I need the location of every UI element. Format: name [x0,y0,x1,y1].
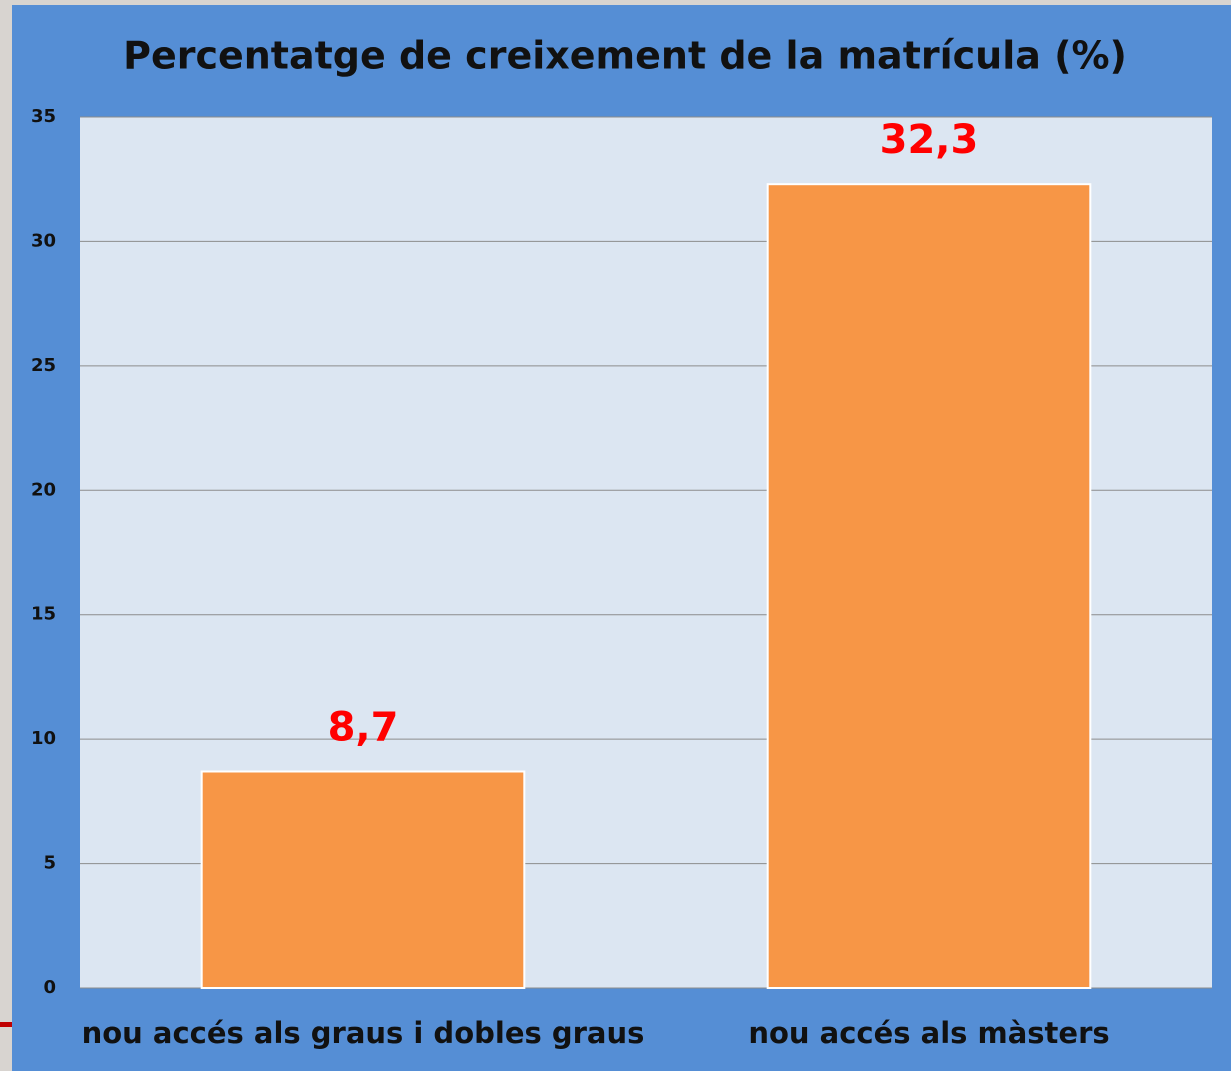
y-tick-label: 25 [31,355,56,376]
x-tick-label: nou accés als graus i dobles graus [82,1016,645,1050]
edge-accent [0,1022,14,1027]
data-label: 32,3 [880,117,979,163]
y-tick-label: 35 [31,106,56,127]
y-tick-label: 0 [43,977,56,998]
y-tick-label: 10 [31,728,56,749]
y-tick-label: 30 [31,230,56,251]
y-tick-label: 5 [43,853,56,874]
data-label: 8,7 [328,704,399,750]
chart-title: Percentatge de creixement de la matrícul… [123,34,1127,78]
y-tick-label: 15 [31,604,56,625]
bar [766,183,1092,990]
x-tick-label: nou accés als màsters [748,1016,1109,1050]
y-tick-label: 20 [31,479,56,500]
bar [200,770,526,989]
